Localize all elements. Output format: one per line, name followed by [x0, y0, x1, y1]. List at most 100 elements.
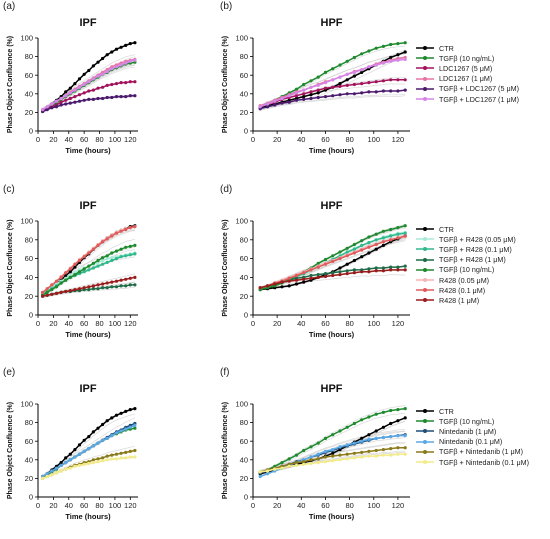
data-point: [352, 456, 356, 460]
data-point: [389, 408, 393, 413]
x-tick-label: 100: [368, 135, 381, 144]
data-point: [114, 82, 119, 86]
replicate-line: [42, 273, 135, 296]
panel-label: (f): [220, 367, 229, 378]
y-tick-label: 80: [25, 235, 33, 244]
data-point: [331, 259, 335, 263]
data-point: [41, 108, 45, 112]
data-point: [360, 436, 364, 440]
data-point: [96, 258, 100, 263]
data-point: [59, 96, 63, 101]
y-axis-label: Phase Object Confluence (%): [7, 219, 14, 316]
data-point: [360, 270, 364, 274]
data-point: [87, 89, 91, 93]
legend-label: TGFβ + LDC1267 (5 μM): [439, 84, 519, 94]
data-point: [101, 438, 105, 442]
data-point: [316, 273, 320, 277]
data-point: [96, 283, 100, 287]
data-point: [396, 265, 400, 269]
data-point: [68, 267, 72, 271]
y-axis-label: Phase Object Confluence (%): [222, 36, 229, 133]
y-tick-label: 60: [25, 71, 33, 80]
data-point: [403, 224, 407, 228]
data-point: [302, 277, 306, 281]
series: [41, 225, 137, 294]
data-point: [114, 279, 119, 283]
data-point: [381, 269, 385, 273]
legend-swatch: [416, 76, 434, 81]
data-point: [82, 267, 86, 271]
data-point: [345, 254, 349, 258]
data-point: [352, 242, 356, 247]
data-point: [316, 83, 320, 87]
panel-label: (b): [220, 1, 232, 12]
series: [41, 455, 137, 480]
data-point: [323, 86, 328, 90]
data-point: [96, 457, 100, 461]
data-point: [124, 284, 128, 288]
data-point: [367, 267, 371, 271]
legend-label: TGFβ + R428 (1 μM): [439, 255, 506, 265]
data-point: [87, 461, 91, 466]
data-point: [367, 90, 371, 94]
data-point: [389, 55, 393, 60]
data-point: [73, 95, 77, 99]
x-tick-label: 100: [368, 319, 381, 328]
data-point: [128, 244, 132, 248]
data-point: [114, 413, 119, 417]
data-point: [124, 61, 128, 65]
data-point: [338, 63, 342, 67]
chart-title: IPF: [79, 383, 96, 395]
x-tick-label: 100: [109, 501, 122, 510]
data-point: [352, 441, 356, 445]
data-point: [316, 452, 320, 456]
data-point: [403, 268, 407, 272]
data-point: [294, 453, 299, 457]
x-tick-label: 40: [65, 135, 73, 144]
data-point: [119, 284, 123, 288]
data-point: [294, 278, 299, 282]
data-point: [54, 105, 59, 109]
y-tick-label: 80: [25, 418, 33, 427]
data-point: [110, 67, 114, 71]
data-point: [352, 271, 356, 275]
chart-title: HPF: [321, 200, 343, 212]
data-point: [396, 268, 400, 272]
legend-label: R428 (0.1 μM): [439, 285, 486, 295]
data-point: [396, 446, 400, 450]
data-point: [367, 49, 371, 53]
series: [258, 268, 407, 290]
data-point: [374, 266, 378, 270]
data-point: [77, 287, 82, 291]
data-point: [114, 431, 119, 435]
legend-swatch: [416, 227, 434, 232]
series: [258, 88, 407, 111]
y-tick-label: 0: [244, 493, 248, 502]
legend-swatch: [416, 56, 434, 61]
x-tick-label: 60: [321, 501, 329, 510]
data-point: [360, 255, 364, 259]
data-point: [345, 452, 349, 456]
data-point: [345, 72, 349, 76]
data-point: [316, 75, 320, 79]
data-point: [374, 90, 378, 94]
legend-swatch: [416, 86, 434, 91]
data-point: [133, 94, 137, 98]
data-point: [316, 91, 320, 95]
data-point: [73, 448, 77, 452]
data-point: [54, 279, 59, 283]
data-point: [345, 78, 349, 82]
data-point: [389, 89, 393, 93]
data-point: [381, 453, 385, 457]
y-tick-label: 100: [20, 217, 33, 226]
data-point: [381, 44, 385, 49]
data-point: [265, 102, 270, 106]
data-point: [50, 469, 54, 473]
data-point: [133, 252, 137, 256]
data-point: [280, 466, 284, 470]
panel-label: (c): [3, 184, 15, 195]
legend-marker: [423, 227, 427, 232]
data-point: [114, 95, 119, 99]
data-point: [124, 95, 128, 99]
data-point: [309, 79, 313, 83]
